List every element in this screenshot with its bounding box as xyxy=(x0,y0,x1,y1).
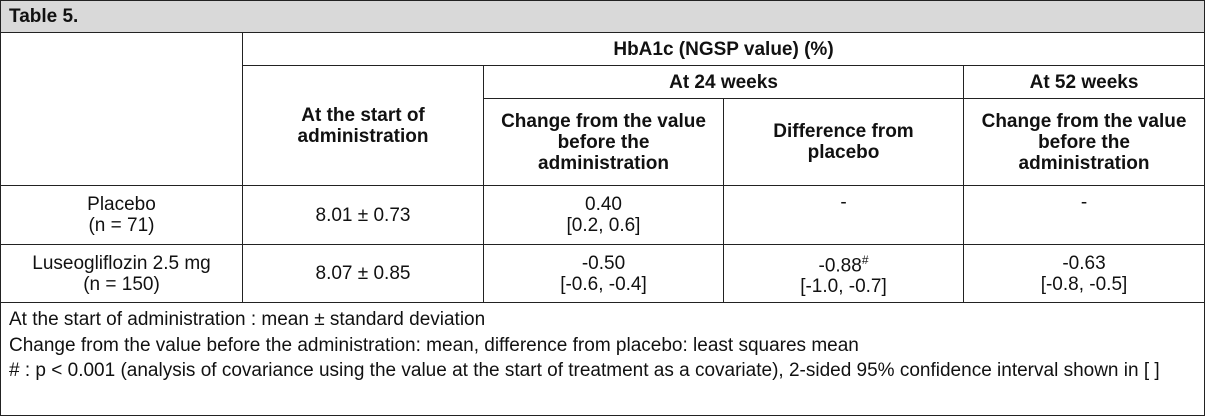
header-cell: At the start of administration xyxy=(242,65,484,186)
ci: [0.2, 0.6] xyxy=(566,215,641,236)
cell: - xyxy=(723,185,964,245)
value: -0.63 xyxy=(1062,252,1106,274)
header-cell: At 52 weeks xyxy=(962,65,1205,99)
value: -0.50 xyxy=(581,252,626,274)
table-title: Table 5. xyxy=(0,0,1205,33)
value-line: -0.88# xyxy=(738,250,949,276)
cell: -0.63 [-0.8, -0.5] xyxy=(962,244,1205,303)
row-label: Luseogliflozin 2.5 mg (n = 150) xyxy=(0,244,243,303)
group-name: Luseogliflozin 2.5 mg xyxy=(32,252,211,274)
note: # : p < 0.001 (analysis of covariance us… xyxy=(9,360,1160,381)
group-n: (n = 71) xyxy=(88,215,155,236)
notes-cell: At the start of administration : mean ± … xyxy=(0,302,1205,416)
row-label: Placebo (n = 71) xyxy=(0,185,243,245)
value: 0.40 xyxy=(585,194,622,215)
ci: [-0.8, -0.5] xyxy=(1040,273,1128,295)
cell: 8.07 ± 0.85 xyxy=(242,244,484,303)
value: -0.88 xyxy=(818,255,862,277)
value: - xyxy=(840,192,847,213)
header-cell: Change from the value before the adminis… xyxy=(962,98,1205,186)
value: - xyxy=(1080,192,1088,213)
group-n: (n = 150) xyxy=(83,273,160,295)
significance-mark: # xyxy=(861,252,869,267)
cell: -0.50 [-0.6, -0.4] xyxy=(483,244,724,303)
empty-cell xyxy=(0,32,243,186)
ci: [-0.6, -0.4] xyxy=(560,273,647,295)
note: Change from the value before the adminis… xyxy=(9,335,859,356)
header-cell: Difference from placebo xyxy=(723,98,964,186)
cell: - xyxy=(962,185,1205,245)
cell: -0.88# [-1.0, -0.7] xyxy=(723,244,964,303)
header-cell: At 24 weeks xyxy=(483,65,964,99)
ci: [-1.0, -0.7] xyxy=(800,276,887,298)
header-cell: Change from the value before the adminis… xyxy=(483,98,724,186)
note: At the start of administration : mean ± … xyxy=(9,309,486,330)
cell: 8.01 ± 0.73 xyxy=(242,185,484,245)
header-cell: HbA1c (NGSP value) (%) xyxy=(241,32,1205,66)
group-name: Placebo xyxy=(87,194,156,215)
cell: 0.40 [0.2, 0.6] xyxy=(483,185,724,245)
